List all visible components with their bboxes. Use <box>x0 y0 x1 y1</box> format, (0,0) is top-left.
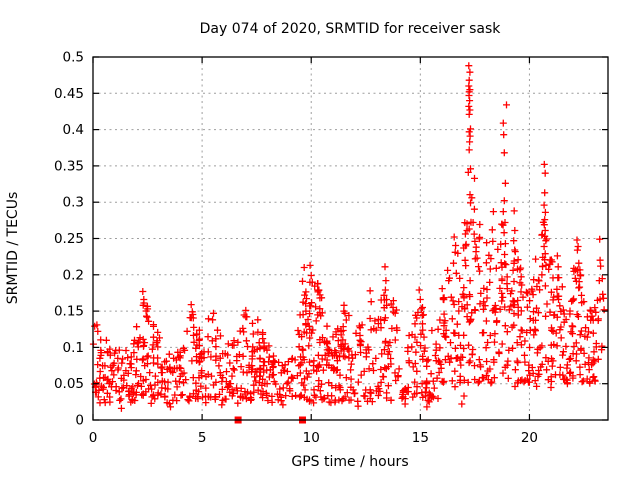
chart-title: Day 074 of 2020, SRMTID for receiver sas… <box>200 21 502 37</box>
y-tick-label: 0 <box>75 413 84 429</box>
x-tick-label: 5 <box>198 430 207 446</box>
y-tick-label: 0.3 <box>63 195 84 211</box>
x-tick-label: 15 <box>412 430 429 446</box>
y-tick-label: 0.2 <box>63 267 84 283</box>
x-axis-label: GPS time / hours <box>291 454 408 470</box>
y-tick-label: 0.25 <box>54 231 84 247</box>
x-tick-label: 20 <box>521 430 538 446</box>
y-axis-label: SRMTID / TECUs <box>5 192 21 305</box>
axes-layer: 0 5 10 15 20 0 0.05 0.1 0.15 0.2 0.25 0.3 0.35 0.4 0.4… <box>54 50 609 446</box>
x-tick-label: 10 <box>303 430 320 446</box>
y-tick-label: 0.1 <box>63 340 84 356</box>
data-points <box>89 62 608 412</box>
y-tick-label: 0.5 <box>63 50 84 66</box>
y-tick-label: 0.4 <box>63 122 84 138</box>
x-tick-label: 0 <box>89 430 98 446</box>
y-tick-label: 0.45 <box>54 86 84 102</box>
y-tick-label: 0.15 <box>54 304 84 320</box>
y-tick-label: 0.05 <box>54 376 84 392</box>
data-points-layer <box>89 62 608 424</box>
y-tick-label: 0.35 <box>54 158 84 174</box>
